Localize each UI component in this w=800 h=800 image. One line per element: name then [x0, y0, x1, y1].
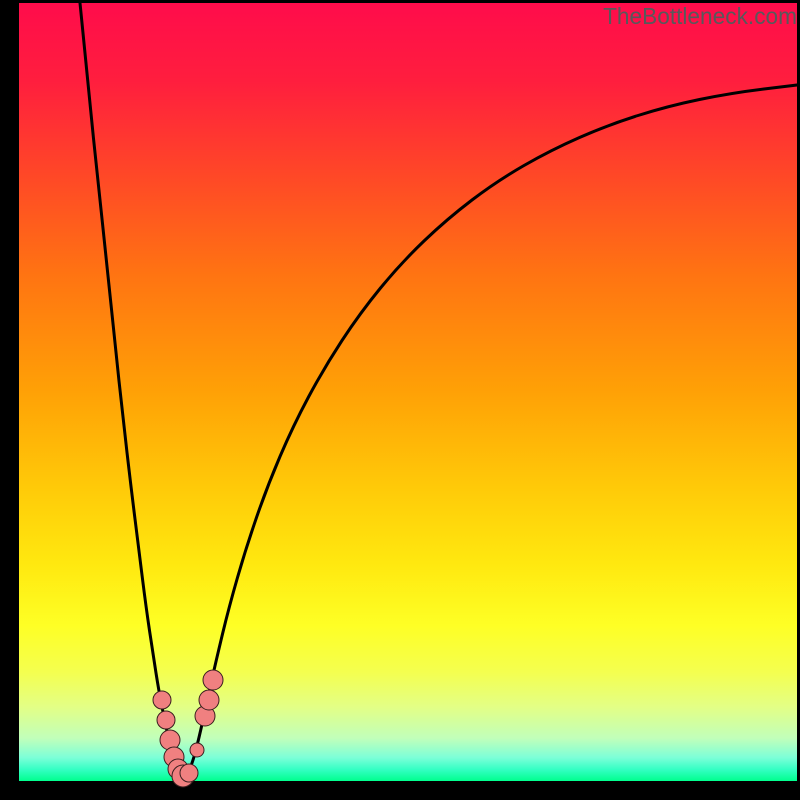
curve-layer [0, 0, 800, 800]
marker-group [153, 670, 223, 787]
data-marker [153, 691, 171, 709]
data-marker [203, 670, 223, 690]
data-marker [180, 764, 198, 782]
data-marker [190, 743, 204, 757]
data-marker [199, 690, 219, 710]
watermark-text: TheBottleneck.com [603, 3, 797, 30]
right-curve [183, 85, 797, 777]
data-marker [157, 711, 175, 729]
left-curve [80, 3, 183, 777]
bottleneck-chart: TheBottleneck.com [0, 0, 800, 800]
